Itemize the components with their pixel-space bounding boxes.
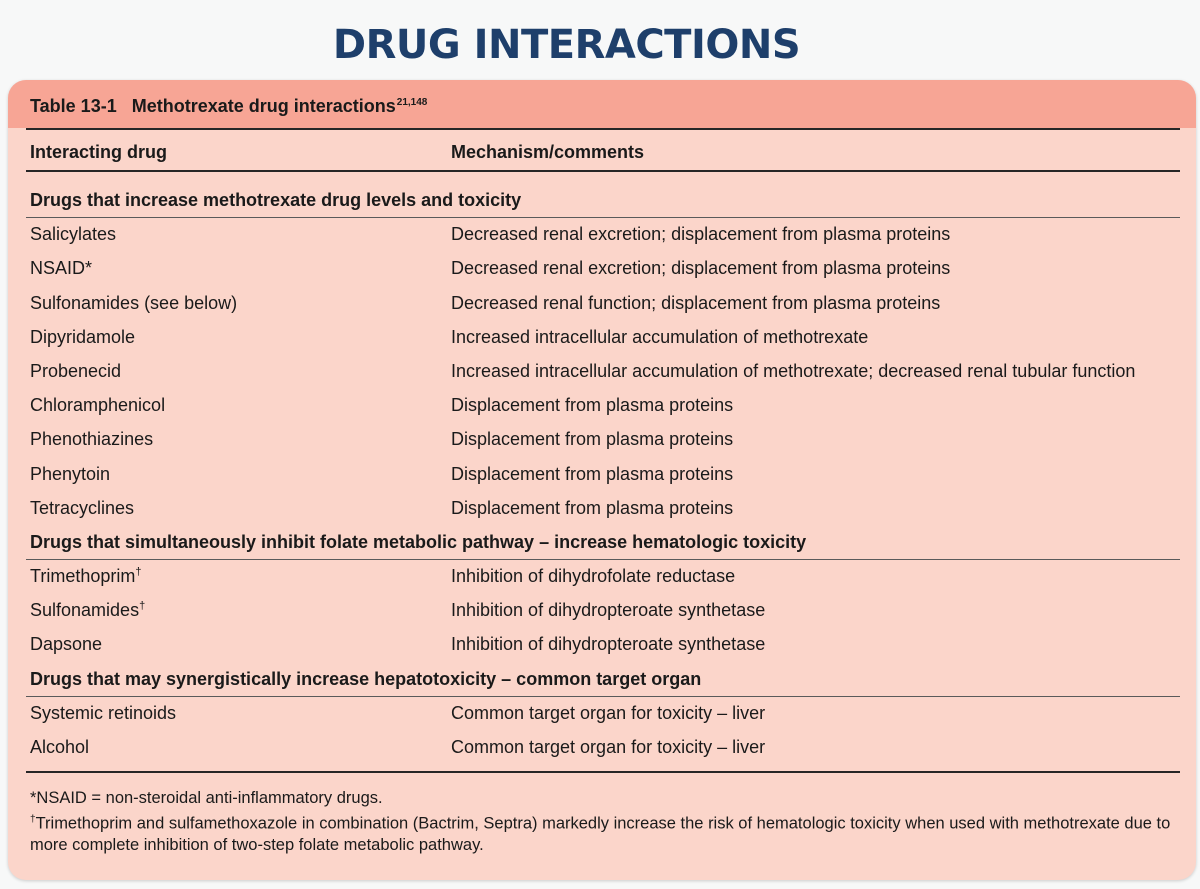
mechanism-cell: Inhibition of dihydropteroate synthetase	[451, 634, 766, 655]
drug-cell: Chloramphenicol	[30, 395, 165, 416]
section-divider	[26, 559, 1180, 561]
slide-title: DRUG INTERACTIONS	[332, 22, 801, 68]
table-panel: Table 13-1 Methotrexate drug interaction…	[8, 80, 1196, 880]
mechanism-cell: Decreased renal function; displacement f…	[451, 292, 941, 313]
section-divider	[26, 217, 1180, 219]
mechanism-cell: Decreased renal excretion; displacement …	[451, 258, 951, 279]
table-body: Drugs that increase methotrexate drug le…	[8, 184, 1196, 765]
mechanism-cell: Increased intracellular accumulation of …	[451, 360, 1136, 381]
caption-bar	[8, 80, 1196, 128]
drug-name: Phenothiazines	[30, 429, 154, 450]
mechanism-cell: Displacement from plasma proteins	[451, 497, 734, 518]
mechanism-cell: Increased intracellular accumulation of …	[451, 326, 869, 347]
drug-name: Dapsone	[30, 634, 103, 655]
caption-text: Methotrexate drug interactions	[131, 96, 396, 116]
drug-cell: Phenytoin	[30, 464, 110, 485]
drug-name: Trimethoprim	[30, 566, 136, 587]
drug-footnote-mark: †	[135, 566, 142, 579]
caption-refs: 21,148	[396, 97, 428, 108]
mechanism-cell: Inhibition of dihydrofolate reductase	[451, 566, 736, 587]
drug-name: Systemic retinoids	[30, 702, 177, 723]
table-row: Probenecid Increased intracellular accumu…	[8, 355, 1196, 389]
drug-cell: Tetracyclines	[30, 498, 134, 519]
drug-cell: Systemic retinoids	[30, 703, 176, 724]
table-row: Tetracyclines Displacement from plasma pr…	[8, 492, 1196, 526]
table-row: Phenytoin Displacement from plasma protei…	[8, 458, 1196, 492]
drug-cell: NSAID*	[30, 258, 92, 279]
header-bottom-rule	[26, 170, 1180, 172]
section-heading: Drugs that increase methotrexate drug le…	[30, 190, 522, 210]
header-top-rule	[26, 128, 1180, 130]
drug-cell: Probenecid	[30, 361, 121, 382]
drug-cell: Phenothiazines	[30, 429, 153, 450]
table-row: Trimethoprim† Inhibition of dihydrofolate…	[8, 560, 1196, 594]
table-row: Alcohol Common target organ for toxicity …	[8, 731, 1196, 765]
table-row: Salicylates Decreased renal excretion; di…	[8, 218, 1196, 252]
table-row: NSAID* Decreased renal excretion; displac…	[8, 252, 1196, 286]
table-caption: Table 13-1 Methotrexate drug interaction…	[30, 96, 427, 117]
drug-cell: Dipyridamole	[30, 327, 135, 348]
mechanism-cell: Inhibition of dihydropteroate synthetase	[451, 600, 766, 621]
drug-name: Sulfonamides (see below)	[30, 292, 238, 313]
mechanism-cell: Displacement from plasma proteins	[451, 395, 734, 416]
column-header-mechanism: Mechanism/comments	[451, 142, 645, 162]
mechanism-cell: Displacement from plasma proteins	[451, 463, 734, 484]
footnote-dagger-text: Trimethoprim and sulfamethoxazole in com…	[30, 814, 1171, 854]
section-heading-row: Drugs that simultaneously inhibit folate…	[8, 526, 1196, 560]
section-divider	[26, 696, 1180, 697]
table-row: Dapsone Inhibition of dihydropteroate syn…	[8, 628, 1196, 662]
drug-name: Tetracyclines	[30, 497, 135, 518]
drug-name: Salicylates	[30, 224, 117, 245]
mechanism-cell: Decreased renal excretion; displacement …	[451, 224, 951, 245]
section-heading-row: Drugs that may synergistically increase …	[8, 663, 1196, 697]
table-row: Systemic retinoids Common target organ fo…	[8, 697, 1196, 731]
table-row: Chloramphenicol Displacement from plasma …	[8, 389, 1196, 423]
footnotes: *NSAID = non-steroidal anti-inflammatory…	[30, 788, 1180, 856]
drug-name: Sulfonamides	[30, 600, 140, 621]
footnote-nsaid: *NSAID = non-steroidal anti-inflammatory…	[30, 789, 383, 807]
footnote-dagger-mark: †	[30, 814, 36, 825]
mechanism-cell: Displacement from plasma proteins	[451, 429, 734, 450]
drug-cell: Sulfonamides (see below)	[30, 293, 237, 314]
drug-name: Chloramphenicol	[30, 395, 166, 416]
section-heading-row: Drugs that increase methotrexate drug le…	[8, 184, 1196, 218]
drug-name: NSAID*	[30, 258, 93, 279]
table-row: Phenothiazines Displacement from plasma p…	[8, 423, 1196, 457]
drug-cell: Salicylates	[30, 224, 116, 245]
drug-cell: Alcohol	[30, 737, 89, 758]
table-row: Sulfonamides† Inhibition of dihydropteroa…	[8, 594, 1196, 628]
column-header-drug: Interacting drug	[30, 142, 168, 162]
section-heading: Drugs that simultaneously inhibit folate…	[30, 531, 807, 552]
drug-cell: Sulfonamides†	[30, 600, 145, 621]
section-heading: Drugs that may synergistically increase …	[30, 668, 702, 689]
table-bottom-rule	[26, 771, 1180, 773]
mechanism-cell: Common target organ for toxicity – liver	[451, 702, 766, 723]
drug-footnote-mark: †	[139, 600, 146, 613]
drug-name: Alcohol	[30, 737, 90, 757]
mechanism-cell: Common target organ for toxicity – liver	[451, 737, 766, 757]
table-row: Dipyridamole Increased intracellular accu…	[8, 321, 1196, 355]
drug-cell: Dapsone	[30, 634, 102, 655]
drug-name: Probenecid	[30, 360, 122, 381]
caption-label: Table 13-1	[30, 96, 117, 116]
drug-name: Dipyridamole	[30, 326, 136, 347]
table-row: Sulfonamides (see below) Decreased renal …	[8, 287, 1196, 321]
footnote-dagger: †Trimethoprim and sulfamethoxazole in co…	[30, 809, 1180, 856]
drug-cell: Trimethoprim†	[30, 566, 141, 587]
drug-name: Phenytoin	[30, 463, 111, 484]
